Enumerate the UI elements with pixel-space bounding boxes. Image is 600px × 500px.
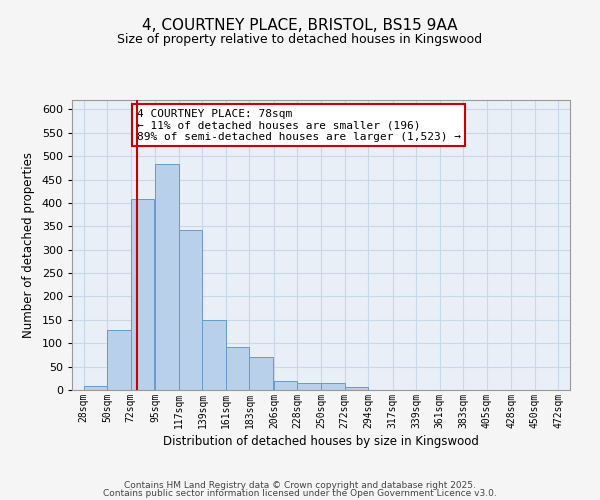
Bar <box>155 164 179 390</box>
Bar <box>84 386 107 390</box>
Bar <box>274 380 298 390</box>
Text: Contains public sector information licensed under the Open Government Licence v3: Contains public sector information licen… <box>103 489 497 498</box>
Bar <box>298 383 321 390</box>
Bar <box>179 230 202 390</box>
X-axis label: Distribution of detached houses by size in Kingswood: Distribution of detached houses by size … <box>163 435 479 448</box>
Text: Contains HM Land Registry data © Crown copyright and database right 2025.: Contains HM Land Registry data © Crown c… <box>124 480 476 490</box>
Text: Size of property relative to detached houses in Kingswood: Size of property relative to detached ho… <box>118 32 482 46</box>
Bar <box>250 358 273 390</box>
Bar <box>344 387 368 390</box>
Bar <box>226 347 250 390</box>
Y-axis label: Number of detached properties: Number of detached properties <box>22 152 35 338</box>
Bar <box>321 382 344 390</box>
Bar <box>107 330 131 390</box>
Text: 4, COURTNEY PLACE, BRISTOL, BS15 9AA: 4, COURTNEY PLACE, BRISTOL, BS15 9AA <box>142 18 458 32</box>
Bar <box>131 199 154 390</box>
Bar <box>202 320 226 390</box>
Text: 4 COURTNEY PLACE: 78sqm
← 11% of detached houses are smaller (196)
89% of semi-d: 4 COURTNEY PLACE: 78sqm ← 11% of detache… <box>137 108 461 142</box>
